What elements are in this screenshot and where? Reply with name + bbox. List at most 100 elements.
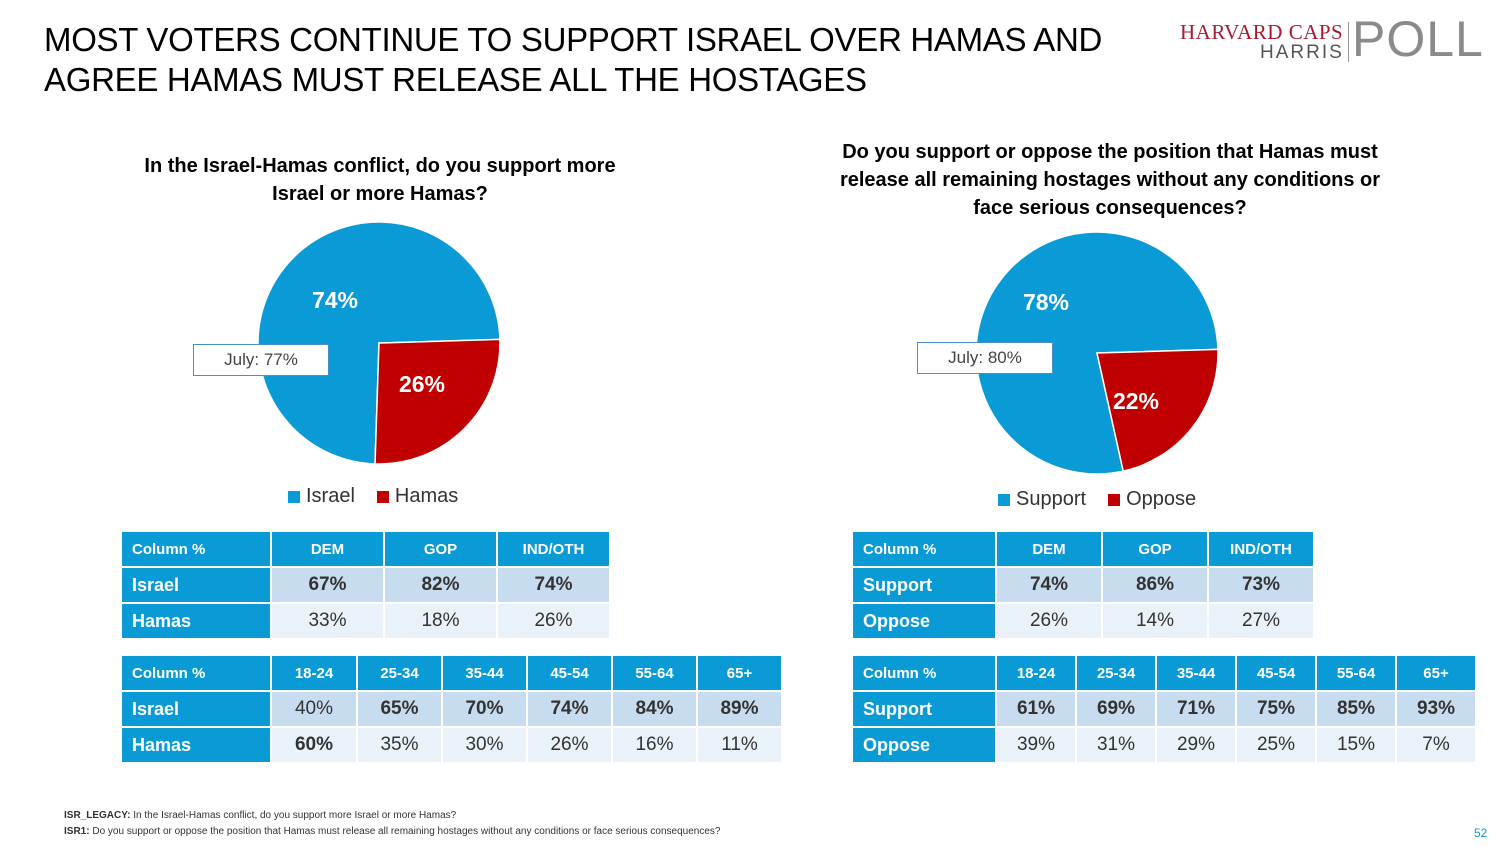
table-cell: 75%	[1237, 692, 1315, 726]
table-row: Oppose 26% 14% 27%	[853, 604, 1313, 638]
table-header-cell: 65+	[698, 656, 781, 690]
table-cell: 69%	[1077, 692, 1155, 726]
table-header-cell: GOP	[385, 532, 496, 566]
table-header-cell: IND/OTH	[1209, 532, 1313, 566]
table-row: Support 74% 86% 73%	[853, 568, 1313, 602]
table-header-cell: Column %	[122, 532, 270, 566]
table-cell: 86%	[1103, 568, 1207, 602]
table-cell: 11%	[698, 728, 781, 762]
logo-divider	[1348, 22, 1349, 62]
legend-item-oppose: Oppose	[1108, 488, 1196, 511]
table-row: Hamas 33% 18% 26%	[122, 604, 609, 638]
pie-slice-oppose	[1096, 348, 1219, 473]
footnote-isr1: ISR1: Do you support or oppose the posit…	[64, 826, 720, 837]
table-header-row: Column % 18-24 25-34 35-44 45-54 55-64 65+	[853, 656, 1475, 690]
table-header-row: Column % DEM GOP IND/OTH	[853, 532, 1313, 566]
table-row: Israel 67% 82% 74%	[122, 568, 609, 602]
footnote-code: ISR1:	[64, 826, 90, 837]
table-cell: 7%	[1397, 728, 1475, 762]
table-cell: 25%	[1237, 728, 1315, 762]
table-header-cell: Column %	[853, 532, 995, 566]
right-legend: Support Oppose	[998, 488, 1196, 511]
table-header-cell: 45-54	[528, 656, 611, 690]
table-row: Hamas 60% 35% 30% 26% 16% 11%	[122, 728, 781, 762]
table-header-cell: 35-44	[443, 656, 526, 690]
legend-swatch-hamas	[376, 490, 389, 503]
left-pie-chart: 74% 26%	[257, 221, 501, 465]
table-cell: 73%	[1209, 568, 1313, 602]
logo-line1: HARVARD CAPS	[1180, 20, 1344, 44]
harvard-caps-harris-poll-logo: HARVARD CAPS HARRIS POLL	[1180, 14, 1483, 66]
table-header-cell: Column %	[853, 656, 995, 690]
table-header-cell: DEM	[272, 532, 383, 566]
table-header-cell: 65+	[1397, 656, 1475, 690]
table-header-cell: 18-24	[272, 656, 356, 690]
right-chart-question: Do you support or oppose the position th…	[839, 141, 1381, 219]
table-header-cell: 55-64	[1317, 656, 1395, 690]
table-cell: 89%	[698, 692, 781, 726]
left-age-table: Column % 18-24 25-34 35-44 45-54 55-64 65+ Isra…	[120, 654, 783, 764]
table-row-label: Hamas	[122, 604, 270, 638]
table-cell: 14%	[1103, 604, 1207, 638]
table-cell: 70%	[443, 692, 526, 726]
table-header-cell: 45-54	[1237, 656, 1315, 690]
table-header-row: Column % 18-24 25-34 35-44 45-54 55-64 65+	[122, 656, 781, 690]
table-cell: 85%	[1317, 692, 1395, 726]
table-cell: 74%	[997, 568, 1101, 602]
table-row-label: Support	[853, 692, 995, 726]
logo-line2: HARRIS	[1260, 42, 1344, 63]
table-cell: 26%	[528, 728, 611, 762]
table-header-cell: GOP	[1103, 532, 1207, 566]
table-header-row: Column % DEM GOP IND/OTH	[122, 532, 609, 566]
right-july-annotation: July: 80%	[917, 342, 1053, 374]
table-row: Oppose 39% 31% 29% 25% 15% 7%	[853, 728, 1475, 762]
left-july-annotation: July: 77%	[193, 344, 329, 376]
table-row-label: Oppose	[853, 728, 995, 762]
table-header-cell: DEM	[997, 532, 1101, 566]
table-cell: 84%	[613, 692, 696, 726]
legend-item-support: Support	[998, 488, 1086, 511]
pie-slice-hamas	[374, 338, 501, 465]
legend-label-hamas: Hamas	[394, 485, 459, 507]
left-chart-question: In the Israel-Hamas conflict, do you sup…	[144, 155, 616, 205]
logo-line3: POLL	[1352, 11, 1484, 67]
table-header-cell: 35-44	[1157, 656, 1235, 690]
table-cell: 18%	[385, 604, 496, 638]
table-cell: 30%	[443, 728, 526, 762]
table-cell: 26%	[498, 604, 609, 638]
table-row-label: Israel	[122, 568, 270, 602]
pie-data-label: 74%	[312, 287, 358, 313]
footnote-code: ISR_LEGACY:	[64, 810, 131, 821]
table-header-cell: 25-34	[1077, 656, 1155, 690]
legend-swatch-oppose	[1108, 493, 1121, 506]
page-number: 52	[1474, 826, 1488, 840]
table-header-cell: 55-64	[613, 656, 696, 690]
legend-item-hamas: Hamas	[376, 485, 459, 508]
legend-label-support: Support	[1016, 488, 1087, 510]
table-cell: 65%	[358, 692, 441, 726]
table-cell: 82%	[385, 568, 496, 602]
table-header-cell: Column %	[122, 656, 270, 690]
table-cell: 27%	[1209, 604, 1313, 638]
footnote-isr-legacy: ISR_LEGACY: In the Israel-Hamas conflict…	[64, 810, 456, 821]
table-row-label: Oppose	[853, 604, 995, 638]
pie-slice-israel	[257, 221, 501, 465]
footnote-text: Do you support or oppose the position th…	[92, 826, 721, 837]
table-cell: 40%	[272, 692, 356, 726]
legend-swatch-support	[998, 493, 1010, 506]
table-cell: 71%	[1157, 692, 1235, 726]
legend-swatch-israel	[288, 490, 300, 503]
table-cell: 16%	[613, 728, 696, 762]
table-cell: 31%	[1077, 728, 1155, 762]
table-cell: 61%	[997, 692, 1075, 726]
table-cell: 74%	[528, 692, 611, 726]
table-row-label: Israel	[122, 692, 270, 726]
right-pie-chart: 78% 22%	[975, 231, 1219, 475]
pie-data-label: 78%	[1023, 289, 1069, 315]
table-cell: 35%	[358, 728, 441, 762]
table-row: Israel 40% 65% 70% 74% 84% 89%	[122, 692, 781, 726]
table-cell: 39%	[997, 728, 1075, 762]
table-cell: 60%	[272, 728, 356, 762]
left-party-table: Column % DEM GOP IND/OTH Israel 67% 82% 74% Hama…	[120, 530, 611, 640]
table-header-cell: IND/OTH	[498, 532, 609, 566]
